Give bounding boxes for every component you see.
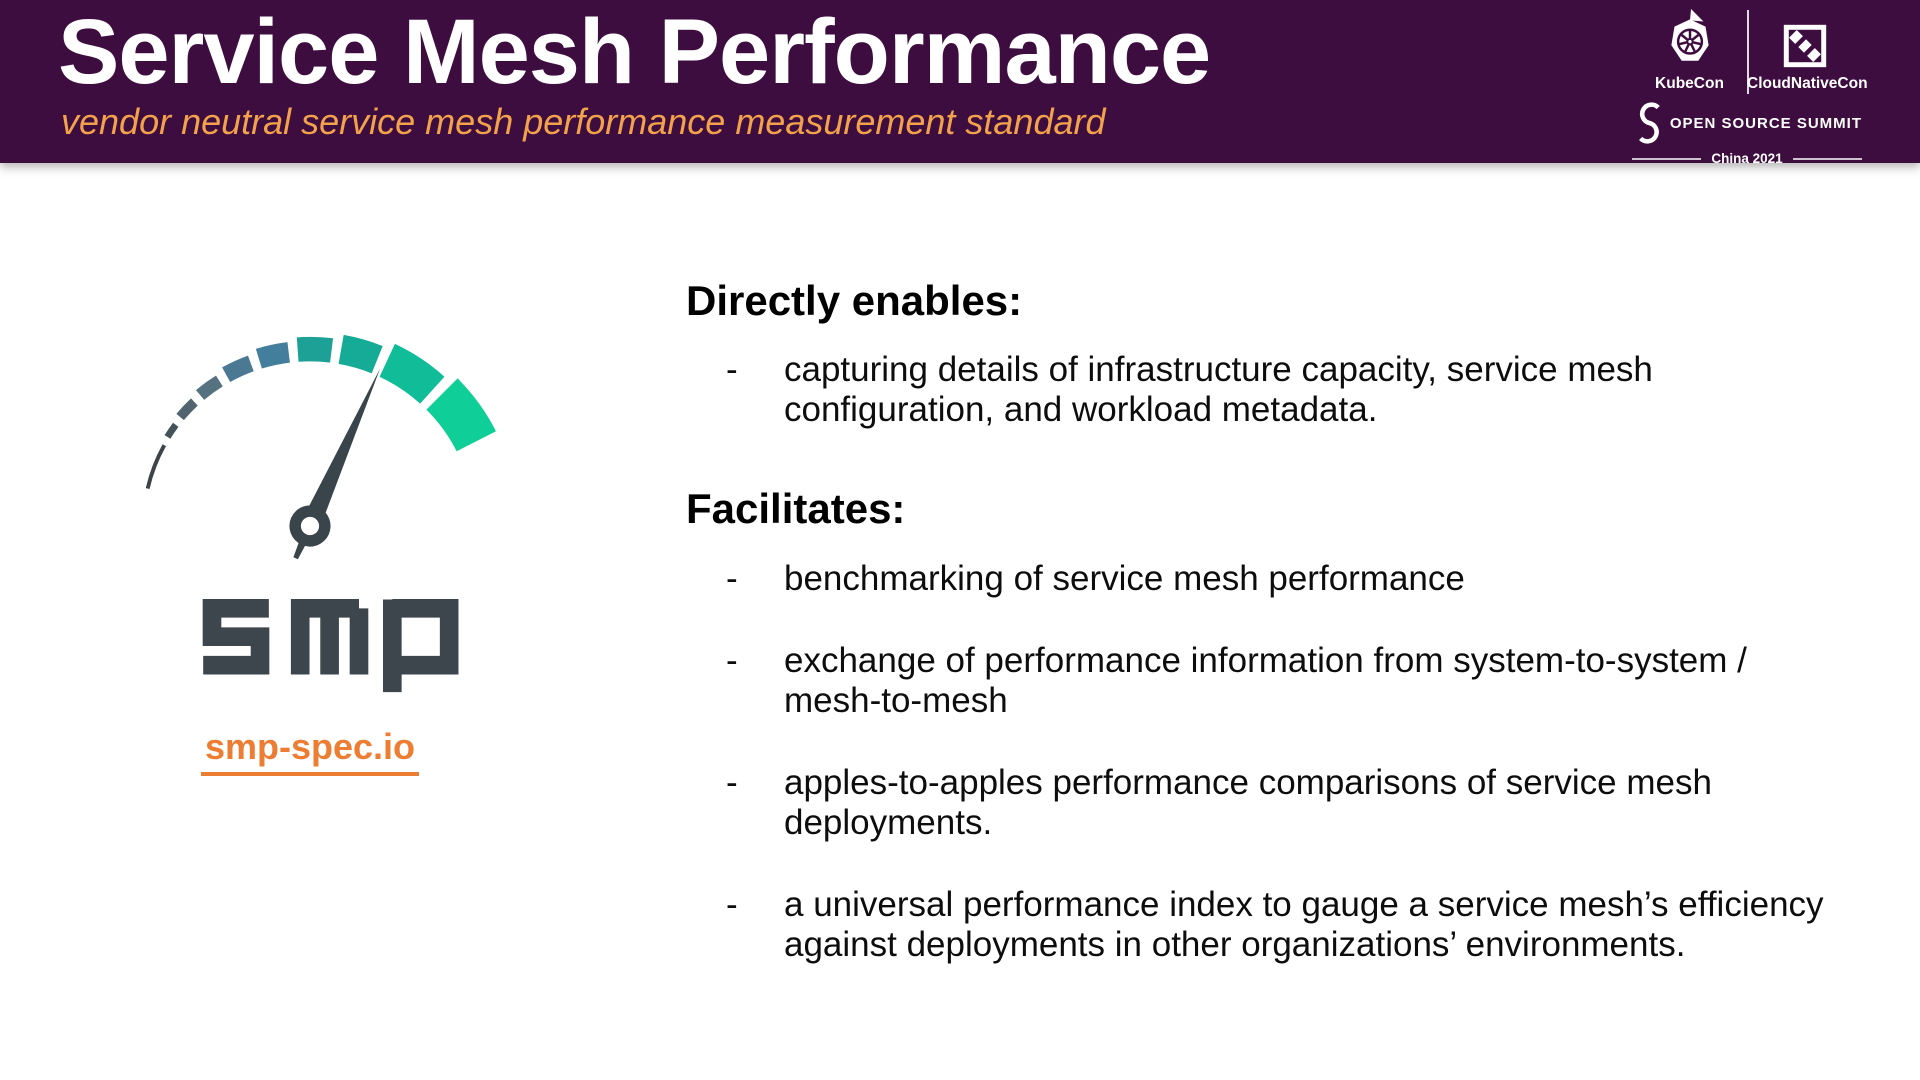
- bullet-dash: -: [726, 558, 738, 598]
- section-heading-facilitates: Facilitates:: [686, 485, 906, 533]
- cloudnativecon-icon: [1747, 24, 1862, 68]
- ship-helm-icon: [1670, 9, 1709, 61]
- bullet-text: capturing details of infrastructure capa…: [784, 350, 1653, 430]
- open-source-summit-row: OPEN SOURCE SUMMIT: [1632, 100, 1862, 146]
- cloudnativecon-label: CloudNativeCon: [1747, 75, 1868, 92]
- open-source-summit-s-icon: [1639, 102, 1660, 144]
- list-item: - exchange of performance information fr…: [686, 641, 1836, 721]
- bullet-text: benchmarking of service mesh performance: [784, 558, 1465, 598]
- edition-line-left: [1632, 157, 1702, 160]
- event-logo-block: KubeCon CloudNativeCon OPEN SOURCE SUMMI…: [1632, 8, 1868, 166]
- list-item: - apples-to-apples performance compariso…: [686, 763, 1836, 843]
- gauge-needle: [289, 368, 381, 560]
- list-item: - capturing details of infrastructure ca…: [686, 350, 1836, 430]
- bullet-dash: -: [726, 884, 738, 924]
- bullet-text: exchange of performance information from…: [784, 640, 1747, 720]
- list-item: - a universal performance index to gauge…: [686, 885, 1836, 965]
- kubecon-icon: [1632, 8, 1747, 68]
- kubecon-label: KubeCon: [1655, 75, 1724, 92]
- edition-label: China 2021: [1711, 151, 1783, 166]
- edition-row: China 2021: [1632, 151, 1863, 166]
- cncf-cube-icon: [1783, 24, 1826, 68]
- bullet-dash: -: [726, 640, 738, 680]
- event-divider: [1747, 10, 1749, 94]
- list-item: - benchmarking of service mesh performan…: [686, 559, 1836, 599]
- smp-wordmark: [202, 599, 459, 693]
- event-labels-row: KubeCon CloudNativeCon: [1632, 75, 1868, 93]
- page-title: Service Mesh Performance: [58, 1, 1211, 103]
- smp-gauge-logo: SMP: [145, 334, 496, 693]
- smp-link-container: smp-spec.io: [65, 726, 555, 776]
- bullet-text: a universal performance index to gauge a…: [784, 884, 1824, 964]
- event-icons-row: [1632, 8, 1862, 94]
- page-subtitle: vendor neutral service mesh performance …: [61, 101, 1106, 142]
- bullet-dash: -: [726, 762, 738, 802]
- edition-line-right: [1792, 157, 1863, 160]
- content-column: Directly enables: - capturing details of…: [686, 276, 1836, 965]
- header-band: Service Mesh Performance vendor neutral …: [0, 0, 1920, 166]
- section-heading-directly-enables: Directly enables:: [686, 277, 1023, 324]
- bullet-text: apples-to-apples performance comparisons…: [784, 762, 1712, 842]
- bullet-list-directly-enables: - capturing details of infrastructure ca…: [686, 350, 1836, 430]
- bullet-list-facilitates: - benchmarking of service mesh performan…: [686, 559, 1836, 965]
- bullet-dash: -: [726, 350, 738, 390]
- smp-spec-link[interactable]: smp-spec.io: [200, 726, 420, 776]
- gauge-arc-segments: [145, 334, 496, 489]
- summit-label: OPEN SOURCE SUMMIT: [1669, 114, 1862, 132]
